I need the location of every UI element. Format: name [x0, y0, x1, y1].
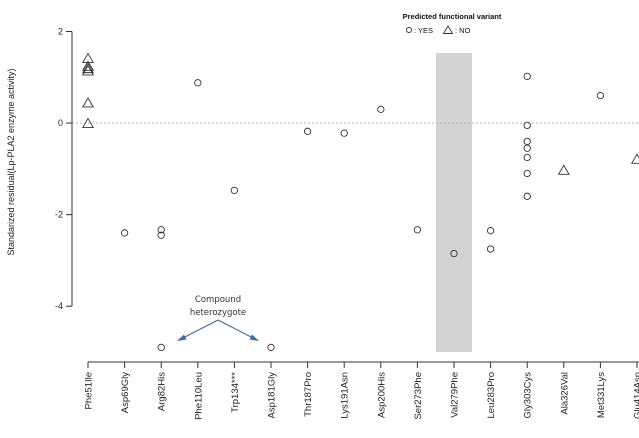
data-point-yes — [303, 127, 312, 135]
x-tick-label: Trp134*** — [230, 372, 241, 413]
annotation-line-1: Compound — [195, 295, 241, 305]
x-tick-label: Ser273Phe — [413, 372, 424, 420]
data-point-no — [630, 153, 639, 164]
data-point-no — [557, 164, 570, 175]
x-tick-label: Asp200His — [376, 372, 387, 418]
highlight-band-val279phe — [436, 53, 472, 352]
data-point-yes — [377, 105, 385, 113]
x-tick-label: Asp69Gly — [120, 372, 131, 413]
x-tick-label: Arg82His — [157, 372, 168, 411]
data-point-yes — [523, 169, 531, 178]
x-tick-label: Gly303Cys — [523, 372, 534, 419]
data-point-no — [81, 117, 95, 129]
data-point-yes — [523, 153, 531, 162]
data-point-yes — [486, 227, 495, 235]
data-point-yes — [340, 129, 348, 137]
y-tick-label: 0 — [58, 118, 63, 128]
legend: Predicted functional variant : YES : NO — [403, 12, 502, 35]
compound-heterozygote-annotation: Compound heterozygote — [177, 295, 259, 341]
data-point-yes — [450, 249, 458, 258]
data-point-yes — [157, 226, 165, 234]
data-point-yes — [267, 343, 275, 352]
x-tick-label: Thr187Pro — [303, 372, 314, 417]
y-tick-label: -2 — [55, 210, 63, 220]
data-point-no — [81, 60, 95, 71]
data-point-yes — [523, 137, 531, 146]
data-point-yes — [413, 226, 422, 234]
annotation-arrowhead-right — [249, 334, 259, 341]
data-point-yes — [486, 245, 495, 253]
data-point-no — [81, 52, 95, 64]
data-point-yes — [194, 79, 202, 87]
data-point-yes — [157, 343, 165, 352]
x-tick-label: Lys191Asn — [340, 372, 351, 419]
legend-no-marker — [442, 25, 454, 34]
data-point-yes — [596, 91, 605, 100]
y-axis: -4 -2 0 2 — [55, 27, 73, 311]
data-point-yes — [523, 144, 531, 152]
annotation-arrow-right — [217, 319, 258, 341]
data-point-no — [81, 65, 95, 76]
x-tick-label: Asp181Gly — [267, 372, 278, 419]
data-point-yes — [230, 186, 239, 195]
x-tick-label: Val279Phe — [450, 372, 461, 418]
y-axis-label: Standarized residual(Lp-PLA2 enzyme acti… — [6, 68, 16, 255]
legend-title: Predicted functional variant — [403, 12, 502, 21]
annotation-line-2: heterozygote — [190, 308, 246, 318]
data-point-yes — [523, 121, 531, 130]
x-tick-label: Leu283Pro — [486, 372, 497, 418]
annotation-arrowhead-left — [177, 334, 187, 341]
x-tick-label: Glu414Asn — [633, 372, 639, 419]
x-tick-label: Phe110Leu — [193, 372, 204, 420]
y-tick-label: -4 — [55, 301, 63, 311]
legend-yes-label: : YES — [414, 26, 433, 35]
data-point-yes — [523, 72, 531, 81]
data-point-yes — [523, 192, 531, 200]
y-tick-label: 2 — [58, 27, 63, 37]
data-point-no — [81, 62, 95, 74]
legend-no-label: : NO — [455, 26, 471, 35]
annotation-arrow-left — [178, 319, 219, 341]
x-tick-label: Met331Lys — [596, 372, 607, 418]
data-point-no — [81, 97, 95, 108]
data-points — [81, 52, 639, 352]
x-axis: Phe51Ile Asp69Gly Arg82His Phe110Leu Trp134*… — [84, 361, 639, 420]
legend-yes-marker — [405, 26, 413, 34]
data-point-yes — [120, 229, 129, 237]
data-point-yes — [157, 231, 165, 239]
x-tick-label: Ala326Val — [559, 372, 570, 415]
x-tick-label: Phe51Ile — [84, 372, 95, 410]
